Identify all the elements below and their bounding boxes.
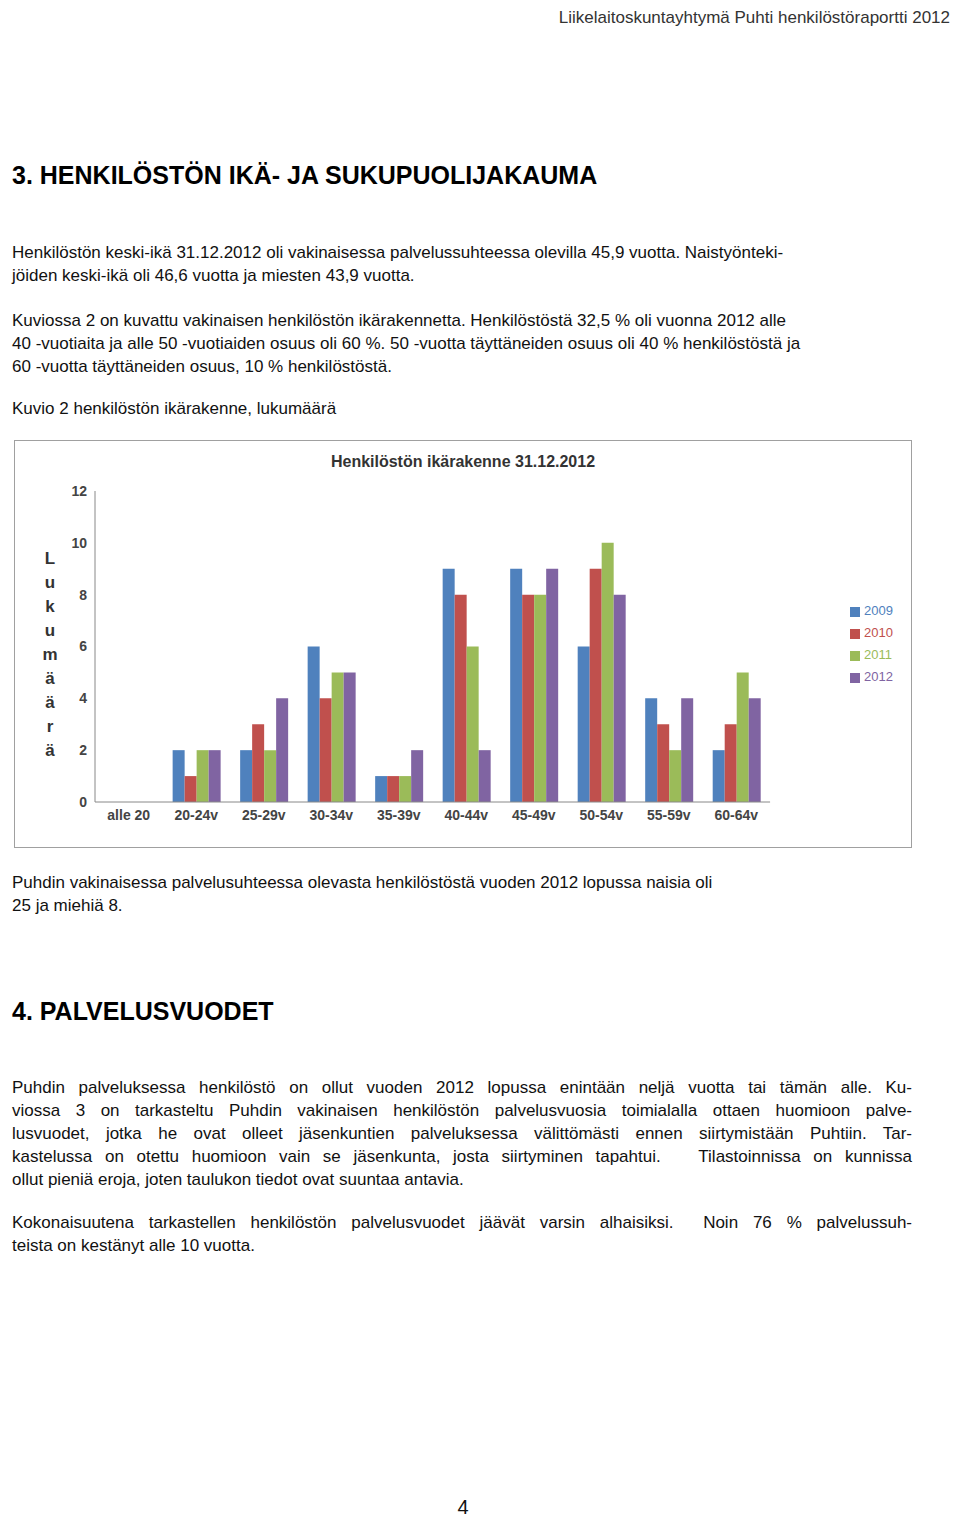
html-text:Kuviossa 2 on kuvattu vakinais: Kuviossa 2 on kuvattu vakinaisen henkilö… (12, 310, 786, 330)
svg-text:0: 0 (79, 794, 87, 810)
html-text:jöiden keski-ikä oli 46,6 vuot: jöiden keski-ikä oli 46,6 vuotta ja mies… (12, 265, 415, 285)
svg-text:60-64v: 60-64v (715, 807, 759, 823)
svg-text:35-39v: 35-39v (377, 807, 421, 823)
svg-text:20-24v: 20-24v (174, 807, 218, 823)
html-text:Henkilöstön keski-ikä 31.12.20: Henkilöstön keski-ikä 31.12.2012 oli vak… (12, 242, 784, 262)
svg-text:6: 6 (79, 638, 87, 654)
svg-text:30-34v: 30-34v (309, 807, 353, 823)
html-text:25 ja miehiä 8.: 25 ja miehiä 8. (12, 895, 123, 915)
html-text:teista on kestänyt alle 10 vuo: teista on kestänyt alle 10 vuotta. (12, 1235, 255, 1255)
html-text:4: 4 (457, 1496, 469, 1517)
svg-text:25-29v: 25-29v (242, 807, 286, 823)
html-text:2012: 2012 (864, 669, 893, 684)
svg-text:2: 2 (79, 742, 87, 758)
html-text:60 -vuotta täyttäneiden osuus,: 60 -vuotta täyttäneiden osuus, 10 % henk… (12, 356, 392, 376)
svg-text:12: 12 (71, 483, 87, 499)
html-text:ollut pieniä eroja, joten taul: ollut pieniä eroja, joten taulukon tiedo… (12, 1169, 464, 1189)
svg-text:50-54v: 50-54v (580, 807, 624, 823)
svg-text:55-59v: 55-59v (647, 807, 691, 823)
html-text:Puhdin palveluksessa henkilöst: Puhdin palveluksessa henkilöstö on ollut… (12, 1077, 912, 1097)
html-text:2011: 2011 (864, 647, 892, 662)
svg-text:4: 4 (79, 690, 87, 706)
html-text:Henkilöstön ikärakenne 31.12.2: Henkilöstön ikärakenne 31.12.2012 (330, 453, 596, 470)
svg-text:alle 20: alle 20 (107, 807, 150, 823)
html-text:viossa 3 on tarkasteltu Puhdin: viossa 3 on tarkasteltu Puhdin vakinaise… (12, 1100, 912, 1120)
html-text:lusvuodet, jotka he ovat ollee: lusvuodet, jotka he ovat olleet jäsenkun… (12, 1123, 912, 1143)
svg-text:8: 8 (79, 587, 87, 603)
svg-text:10: 10 (71, 535, 87, 551)
html-text:2010: 2010 (864, 625, 893, 640)
html-text:4. PALVELUSVUODET: 4. PALVELUSVUODET (12, 997, 274, 1025)
svg-text:40-44v: 40-44v (444, 807, 488, 823)
html-text:Kuvio 2 henkilöstön ikärakenne: Kuvio 2 henkilöstön ikärakenne, lukumäär… (12, 398, 337, 418)
html-text:3. HENKILÖSTÖN IKÄ- JA SUKUPUO: 3. HENKILÖSTÖN IKÄ- JA SUKUPUOLIJAKAUMA (12, 161, 598, 189)
html-text:2009: 2009 (864, 603, 893, 618)
svg-text:45-49v: 45-49v (512, 807, 556, 823)
html-text:Puhdin vakinaisessa palvelusuh: Puhdin vakinaisessa palvelusuhteessa ole… (12, 872, 713, 892)
html-text:40 -vuotiaita ja alle 50 -vuot: 40 -vuotiaita ja alle 50 -vuotiaiden osu… (12, 333, 801, 353)
html-text:Kokonaisuutena tarkastellen he: Kokonaisuutena tarkastellen henkilöstön … (12, 1212, 912, 1232)
html-text:Liikelaitoskuntayhtymä Puhti h: Liikelaitoskuntayhtymä Puhti henkilöstör… (558, 8, 950, 27)
html-text:kastelussa on otettu huomioon: kastelussa on otettu huomioon vain se jä… (12, 1146, 912, 1166)
html-text:Lukumäärä: Lukumäärä (42, 549, 58, 760)
